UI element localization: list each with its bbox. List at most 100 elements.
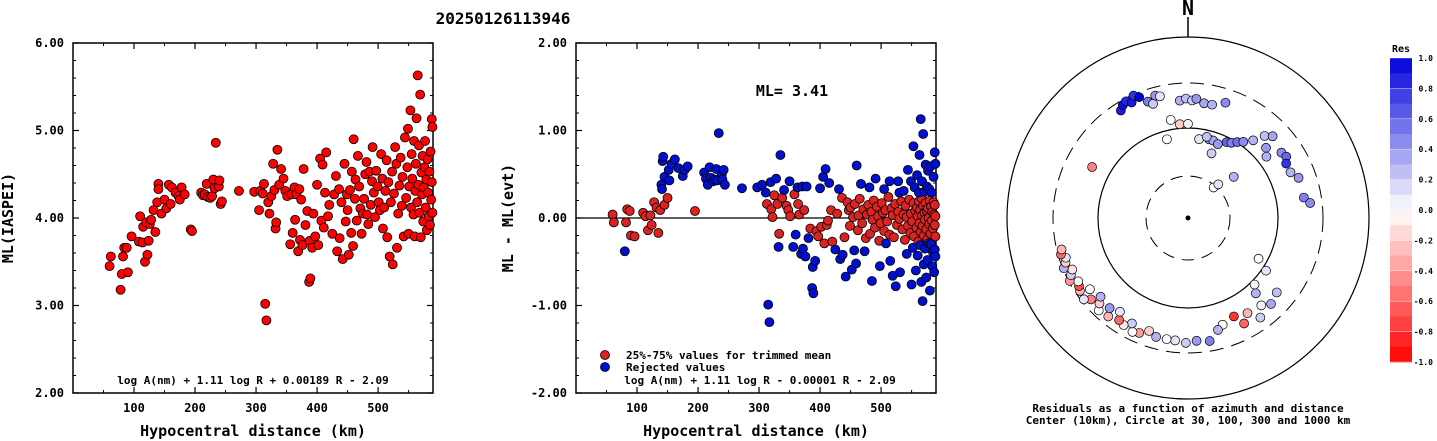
station-residual-point [1271,287,1282,298]
station-point [390,142,401,153]
station-point [412,70,423,81]
rejected-point [664,175,675,186]
residual-vs-distance-panel: -2.00 -1.00 0.00 1.00 2.00 100 200 300 400 500 M… [499,36,941,440]
rejected-point [763,299,774,310]
colorbar-swatch [1390,134,1412,150]
rejected-point [884,176,895,187]
station-point [339,158,350,169]
colorbar-label: 0.4 [1419,145,1434,154]
rejected-point [657,184,667,195]
station-residual-point [1162,134,1172,145]
rejected-point [874,261,885,272]
data-points [607,114,941,328]
rejected-point [898,185,909,196]
accepted-point [662,192,673,203]
station-point [296,194,307,205]
rejected-point [784,176,795,187]
y-axis-label: ML - ML(evt) [499,164,517,272]
station-residual-point [1259,131,1270,141]
station-point [396,200,407,211]
colorbar-labels: 1.0 0.8 0.6 0.4 0.2 0.0 -0.2 -0.4 -0.6 -0.8 -1.0 [1390,54,1433,367]
accepted-point [819,238,830,249]
range-circle-300km [1052,82,1324,354]
station-point [285,239,296,250]
accepted-point [930,211,941,222]
rejected-point [929,267,940,278]
station-point [397,171,408,182]
y-tick-label: -2.00 [531,386,567,400]
station-residual-point [1104,303,1115,314]
station-residual-point [1266,299,1276,309]
station-point [354,181,365,192]
rejected-point [914,150,925,160]
colorbar-swatch [1390,179,1412,196]
rejected-point [815,183,825,194]
epicenter-dot [1185,215,1191,221]
accepted-point [813,231,824,242]
rejected-point [912,250,923,261]
station-residual-point [1191,335,1202,346]
station-residual-point [1165,115,1176,125]
accepted-point [774,228,785,239]
accepted-point [624,206,635,216]
accepted-point [883,192,894,202]
x-tick-labels: 100 200 300 400 500 [606,43,913,415]
colorbar-swatch [1390,240,1412,257]
rejected-point [713,128,724,139]
station-point [427,207,438,218]
colorbar-label: -0.8 [1414,328,1433,337]
accepted-point [785,211,796,222]
station-point [420,202,431,213]
station-point [201,178,212,189]
x-tick-label: 200 [184,401,206,415]
x-tick-label: 500 [367,401,389,415]
station-residual-point [1127,327,1138,337]
rejected-point [849,245,860,256]
station-residual-point [1220,97,1231,108]
station-point [400,132,410,143]
colorbar-swatch [1390,149,1412,165]
rejected-point [737,183,747,194]
station-point [379,202,390,213]
y-tick-label: 2.00 [35,386,64,400]
station-point [343,249,354,260]
station-point [305,273,316,284]
station-point [312,179,322,190]
station-point [389,188,399,199]
colorbar-label: -0.2 [1414,236,1433,245]
accepted-point [839,232,850,243]
colorbar-swatch [1390,255,1412,272]
station-point [313,240,324,251]
station-point [257,188,268,199]
station-point [318,222,329,233]
station-residual-point [1213,179,1224,190]
station-point [383,177,394,188]
rejected-point [895,267,905,278]
station-point [216,196,227,207]
ml-annotation: ML= 3.41 [756,82,828,100]
rejected-point [851,258,861,269]
station-residual-point [1229,311,1239,322]
station-point [412,197,423,208]
colorbar-swatch [1390,301,1412,317]
station-point [411,158,421,169]
rejected-point [926,187,937,198]
rejected-point [788,241,799,252]
station-point [290,214,301,225]
rejected-point [810,255,821,266]
caption-line-1: Residuals as a function of azimuth and d… [1032,402,1344,415]
station-point [420,136,430,146]
colorbar-label: -0.6 [1414,297,1433,306]
rejected-point [864,182,875,193]
x-tick-label: 100 [626,401,648,415]
y-tick-labels: -2.00 -1.00 0.00 1.00 2.00 [531,36,936,400]
rejected-point [801,181,812,192]
station-point [297,240,308,251]
station-point [342,205,353,216]
station-point [321,147,332,158]
colorbar-swatches [1390,58,1412,363]
station-residual-point [1183,119,1193,129]
rejected-point [851,160,862,171]
accepted-point [690,206,700,216]
station-point [123,267,133,278]
